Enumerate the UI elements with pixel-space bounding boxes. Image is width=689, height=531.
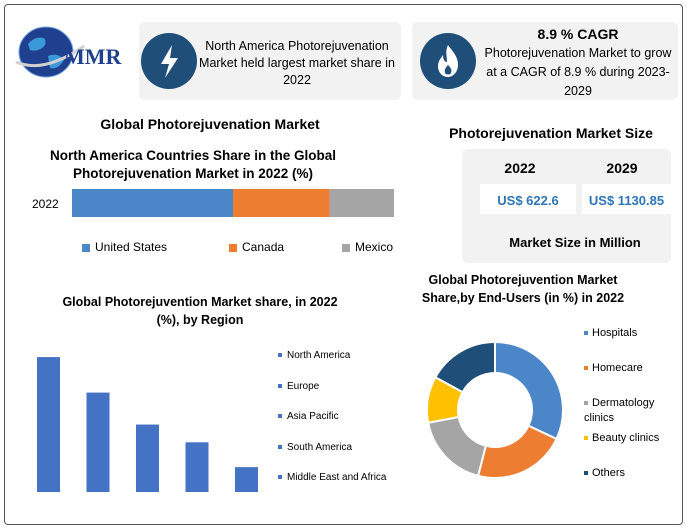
region-legend-swatch-icon	[278, 475, 282, 480]
donut-legend-swatch-icon	[584, 331, 588, 336]
legend-item-canada: Canada	[229, 240, 284, 254]
globe-logo-icon	[15, 26, 85, 78]
legend-item-united-states: United States	[82, 240, 167, 254]
stacked-chart-title: North America Countries Share in the Glo…	[49, 148, 337, 181]
region-bar-chart	[37, 357, 258, 492]
region-legend-swatch-icon	[278, 383, 282, 388]
legend-swatch-gray-icon	[342, 243, 350, 252]
region-legend-label: Europe	[287, 380, 320, 392]
region-bar-north-america	[37, 357, 60, 492]
region-legend-label: North America	[287, 350, 351, 361]
donut-slice-dermatology-clinics	[427, 415, 488, 478]
donut-legend-label: Hospitals	[592, 327, 638, 339]
market-size-year-2022: 2022	[504, 160, 536, 176]
lightning-icon	[161, 45, 178, 78]
region-legend-swatch-icon	[278, 353, 282, 358]
stacked-category-label: 2022	[32, 197, 59, 211]
region-legend-item: Middle East and Africa	[278, 472, 387, 483]
donut-slice-others	[434, 340, 496, 394]
stacked-bar-chart	[72, 189, 394, 217]
donut-legend-swatch-icon	[584, 401, 588, 406]
region-legend-item: Europe	[278, 381, 319, 392]
end-users-donut-chart	[426, 340, 564, 479]
region-bar-europe	[86, 392, 110, 492]
market-size-value-2029: US$ 1130.85	[588, 193, 665, 208]
market-size-title: Photorejuvenation Market Size	[449, 125, 653, 141]
donut-legend-label: Dermatology clinics	[584, 397, 655, 424]
stacked-bar-united-states	[72, 189, 233, 217]
region-legend-item: Asia Pacific	[278, 411, 339, 422]
stacked-bar-canada	[233, 189, 330, 217]
region-legend-swatch-icon	[278, 414, 282, 419]
donut-legend-item: Homecare	[584, 361, 684, 376]
stacked-bar-mexico	[329, 189, 394, 217]
flame-badge	[420, 33, 476, 89]
north-america-text: North America Photorejuvenation Market h…	[199, 39, 395, 87]
donut-legend-label: Beauty clinics	[592, 432, 660, 444]
donut-slice-homecare	[476, 424, 558, 479]
region-legend-item: North America	[278, 350, 350, 361]
region-bar-south-america	[185, 442, 209, 492]
main-title: Global Photorejuvenation Market	[100, 116, 320, 132]
region-legend-label: Middle East and Africa	[287, 472, 387, 483]
donut-legend-label: Homecare	[592, 362, 643, 374]
region-legend-swatch-icon	[278, 444, 282, 449]
legend-swatch-blue-icon	[82, 243, 90, 252]
region-legend-item: South America	[278, 442, 352, 453]
logo: MMR	[14, 22, 136, 80]
donut-legend-swatch-icon	[584, 436, 588, 441]
lightning-badge	[141, 33, 197, 89]
market-size-footer: Market Size in Million	[509, 235, 641, 250]
donut-legend-item: Dermatology clinics	[584, 396, 684, 426]
cagr-text: Photorejuvenation Market to grow at a CA…	[484, 46, 672, 98]
region-legend-label: South America	[287, 441, 353, 453]
region-chart-title: Global Photorejuvention Market share, in…	[62, 295, 338, 327]
region-legend-label: Asia Pacific	[287, 411, 339, 422]
donut-legend-item: Others	[584, 466, 684, 481]
logo-text: MMR	[64, 44, 122, 69]
cagr-title: 8.9 % CAGR	[537, 26, 619, 42]
donut-legend-item: Hospitals	[584, 326, 684, 341]
region-bar-middle-east-and-africa	[235, 467, 258, 492]
value-box-2029	[582, 184, 671, 214]
market-size-value-2022: US$ 622.6	[497, 193, 559, 208]
donut-legend-label: Others	[592, 467, 626, 479]
flame-icon	[438, 45, 458, 77]
donut-legend-item: Beauty clinics	[584, 431, 684, 446]
donut-legend-swatch-icon	[584, 366, 588, 371]
legend-item-mexico: Mexico	[342, 240, 393, 254]
donut-legend-swatch-icon	[584, 471, 588, 476]
legend-swatch-orange-icon	[229, 243, 237, 252]
region-bar-asia-pacific	[136, 424, 159, 492]
value-box-2022	[480, 184, 576, 214]
donut-chart-title: Global Photorejuvention Market Share,by …	[421, 273, 625, 305]
market-size-year-2029: 2029	[606, 160, 638, 176]
donut-slice-hospitals	[494, 340, 564, 441]
